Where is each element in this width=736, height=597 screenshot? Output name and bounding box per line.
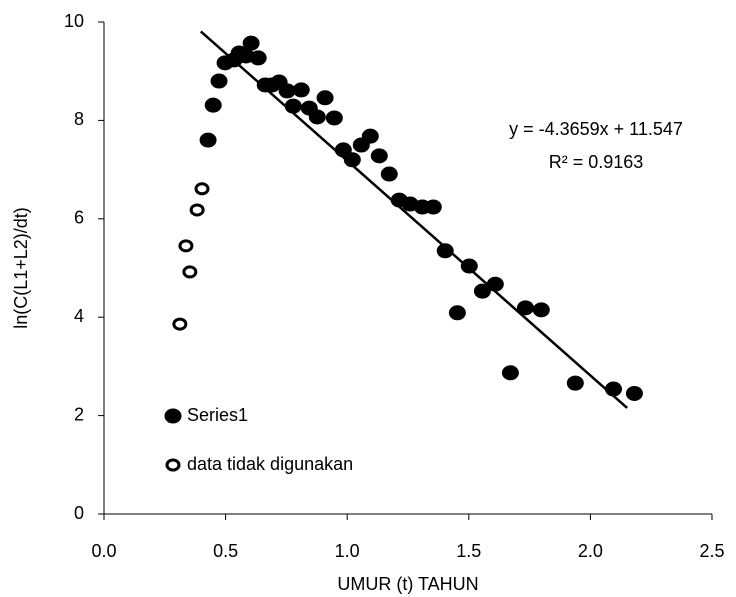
data-point xyxy=(249,50,267,66)
data-point xyxy=(284,98,302,114)
data-point xyxy=(292,82,310,98)
x-tick-label: 1.5 xyxy=(456,541,481,561)
data-point xyxy=(448,305,466,321)
data-point xyxy=(316,90,334,106)
x-tick-label: 1.0 xyxy=(335,541,360,561)
data-point xyxy=(424,199,442,215)
data-point xyxy=(605,381,623,397)
trend-r-squared: R² = 0.9163 xyxy=(549,152,644,172)
data-point xyxy=(473,283,491,299)
x-axis-title: UMUR (t) TAHUN xyxy=(337,574,478,594)
data-point xyxy=(325,110,343,126)
y-axis-title: ln(C(L1+L2)/dt) xyxy=(11,207,31,329)
data-point xyxy=(370,148,388,164)
legend-marker xyxy=(165,458,181,472)
data-point xyxy=(380,166,398,182)
legend-label: data tidak digunakan xyxy=(187,454,353,474)
data-point xyxy=(566,375,584,391)
data-point xyxy=(199,132,217,148)
data-point xyxy=(278,83,296,99)
y-tick-label: 10 xyxy=(64,11,84,31)
data-point xyxy=(178,239,194,253)
data-point xyxy=(460,258,478,274)
legend-marker xyxy=(164,408,182,424)
data-point xyxy=(486,276,504,292)
trendline xyxy=(199,30,628,409)
data-point xyxy=(308,109,326,125)
y-tick-label: 0 xyxy=(74,503,84,523)
x-tick-label: 0.0 xyxy=(91,541,116,561)
data-point xyxy=(194,182,210,196)
data-point xyxy=(210,73,228,89)
data-point xyxy=(204,97,222,113)
x-tick-label: 0.5 xyxy=(213,541,238,561)
data-point xyxy=(182,265,198,279)
data-point xyxy=(172,317,188,331)
data-point xyxy=(532,302,550,318)
data-point xyxy=(361,128,379,144)
y-tick-label: 2 xyxy=(74,404,84,424)
y-tick-label: 6 xyxy=(74,208,84,228)
data-point xyxy=(501,365,519,381)
data-point xyxy=(436,243,454,259)
data-point xyxy=(242,35,260,51)
data-point xyxy=(189,203,205,217)
legend-label: Series1 xyxy=(187,405,248,425)
x-tick-label: 2.0 xyxy=(578,541,603,561)
y-tick-label: 4 xyxy=(74,306,84,326)
y-tick-label: 8 xyxy=(74,109,84,129)
data-point xyxy=(625,385,643,401)
trend-equation: y = -4.3659x + 11.547 xyxy=(509,119,683,139)
x-tick-label: 2.5 xyxy=(699,541,724,561)
